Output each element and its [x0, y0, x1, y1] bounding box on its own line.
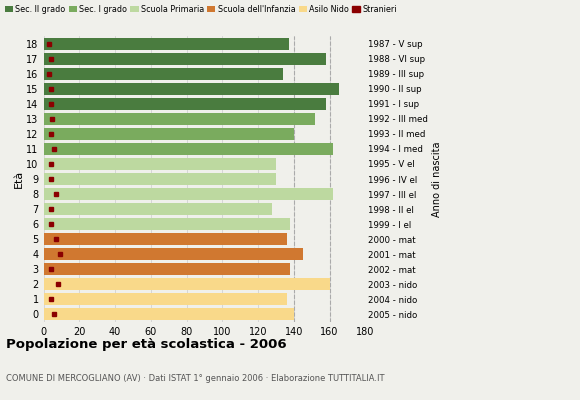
Bar — [44, 68, 283, 80]
Bar — [44, 98, 326, 110]
Bar — [44, 203, 273, 215]
Text: Popolazione per età scolastica - 2006: Popolazione per età scolastica - 2006 — [6, 338, 287, 351]
Legend: Sec. II grado, Sec. I grado, Scuola Primaria, Scuola dell'Infanzia, Asilo Nido, : Sec. II grado, Sec. I grado, Scuola Prim… — [4, 4, 398, 15]
Bar — [44, 83, 339, 95]
Bar — [44, 113, 316, 125]
Bar — [44, 188, 333, 200]
Bar — [44, 38, 288, 50]
Bar — [44, 248, 303, 260]
Text: COMUNE DI MERCOGLIANO (AV) · Dati ISTAT 1° gennaio 2006 · Elaborazione TUTTITALI: COMUNE DI MERCOGLIANO (AV) · Dati ISTAT … — [6, 374, 385, 383]
Bar — [44, 52, 326, 65]
Bar — [44, 308, 294, 320]
Bar — [44, 294, 287, 306]
Y-axis label: Età: Età — [13, 170, 23, 188]
Bar — [44, 278, 329, 290]
Bar — [44, 128, 294, 140]
Bar — [44, 173, 276, 185]
Y-axis label: Anno di nascita: Anno di nascita — [432, 141, 442, 217]
Bar — [44, 233, 287, 245]
Bar — [44, 143, 333, 155]
Bar — [44, 263, 290, 275]
Bar — [44, 158, 276, 170]
Bar — [44, 218, 290, 230]
